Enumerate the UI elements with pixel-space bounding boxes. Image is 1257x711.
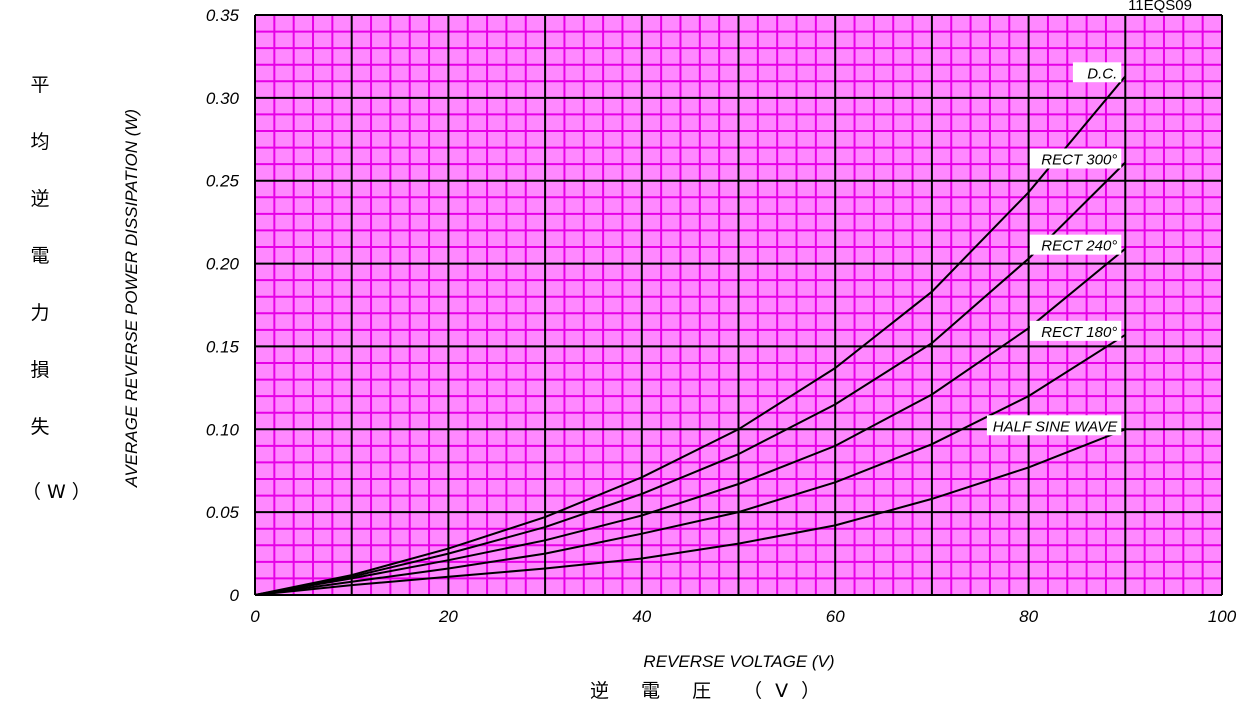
chart-code: 11EQS09	[1128, 0, 1192, 14]
series-line	[254, 333, 1126, 596]
y-label-char: 均	[30, 131, 50, 153]
series-label-background	[1029, 148, 1122, 169]
y-label-char: 力	[30, 302, 50, 324]
x-tick-label: 80	[1019, 607, 1038, 626]
y-tick-label: 0.10	[206, 420, 240, 439]
curves	[254, 75, 1127, 596]
curve-labels: D.C. RECT 300° RECT 240° RECT 180° HALF SINE…	[986, 62, 1122, 436]
y-axis-label-japanese: 平 均 逆 電 力 損 失 （W）	[22, 70, 97, 534]
series-label: RECT 240°	[1041, 238, 1117, 255]
y-label-char: 逆	[30, 188, 50, 210]
x-axis-label: REVERSE VOLTAGE (V)	[643, 652, 834, 671]
x-tick-label: 40	[632, 607, 651, 626]
tick-labels: 0 20 40 60 80 100 0 0.05 0.10 0.15 0.20 0.25 0.30 0.3…	[206, 6, 1237, 626]
x-tick-label: 60	[826, 607, 845, 626]
y-label-unit: （W）	[22, 481, 97, 503]
y-tick-label: 0.15	[206, 337, 240, 356]
y-axis-label: AVERAGE REVERSE POWER DISSIPATION (W)	[122, 109, 141, 488]
series-label-background	[1029, 234, 1122, 255]
series-label-background	[1029, 320, 1122, 341]
series-line	[254, 247, 1126, 596]
x-tick-label: 20	[438, 607, 458, 626]
y-tick-label: 0.25	[206, 172, 240, 191]
series-label-background	[1072, 62, 1122, 83]
series-label: RECT 300°	[1041, 151, 1117, 168]
x-axis-label-japanese: 逆 電 圧 （V）	[590, 680, 834, 702]
y-tick-label: 0.30	[206, 89, 240, 108]
series-label: RECT 180°	[1041, 324, 1117, 341]
y-label-char: 電	[30, 245, 50, 267]
series-label: HALF SINE WAVE	[993, 418, 1118, 435]
y-label-char: 損	[30, 359, 50, 381]
y-label-char: 平	[30, 74, 50, 96]
y-label-char: 失	[30, 416, 50, 438]
y-tick-label: 0	[230, 586, 240, 605]
y-tick-label: 0.05	[206, 503, 240, 522]
y-tick-label: 0.20	[206, 255, 240, 274]
series-line	[254, 161, 1127, 596]
series-label-background	[986, 415, 1122, 436]
series-line	[254, 428, 1126, 596]
series-line	[254, 75, 1127, 596]
x-tick-label: 0	[250, 607, 260, 626]
y-tick-label: 0.35	[206, 6, 240, 25]
series-label: D.C.	[1087, 65, 1117, 82]
x-tick-label: 100	[1208, 607, 1237, 626]
